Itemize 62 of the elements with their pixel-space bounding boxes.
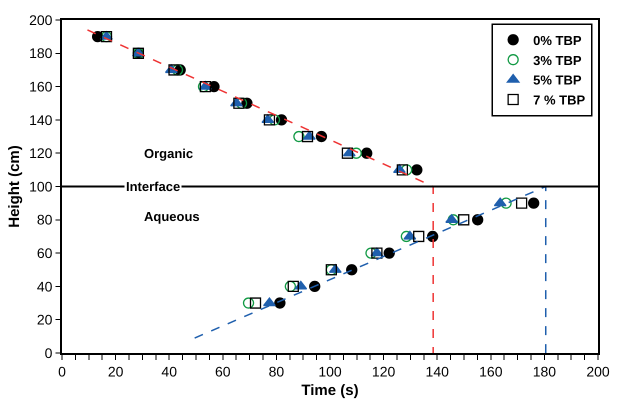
point <box>458 214 470 226</box>
point <box>472 214 484 226</box>
point <box>403 230 416 240</box>
legend-label: 5% TBP <box>533 72 582 88</box>
point <box>261 114 274 124</box>
point <box>250 297 262 309</box>
y-tick-label: 60 <box>36 245 53 261</box>
point <box>293 130 305 142</box>
x-axis-title: Time (s) <box>301 382 359 400</box>
x-tick-label: 140 <box>426 364 450 380</box>
legend-label: 7 % TBP <box>533 92 586 108</box>
point <box>396 164 408 176</box>
y-tick-label: 120 <box>29 145 53 162</box>
y-tick-label: 140 <box>29 112 53 128</box>
point <box>411 164 422 176</box>
point <box>384 247 395 259</box>
point <box>242 297 254 309</box>
x-tick-label: 0 <box>58 364 66 380</box>
legend-label: 3% TBP <box>533 52 582 68</box>
point <box>448 214 459 226</box>
point <box>264 114 276 126</box>
x-tick-label: 100 <box>318 364 342 380</box>
y-tick-label: 40 <box>36 278 53 294</box>
annotation: Aqueous <box>144 209 200 224</box>
x-tick-label: 80 <box>268 364 284 380</box>
y-axis-title: Height (cm) <box>6 145 23 228</box>
point <box>500 198 512 209</box>
point <box>516 198 528 209</box>
y-tick-label: 20 <box>36 312 53 328</box>
x-tick-label: 120 <box>372 364 396 380</box>
point <box>371 247 383 259</box>
x-tick-label: 180 <box>532 364 556 380</box>
legend-label: 0% TBP <box>533 32 582 48</box>
point <box>346 264 358 276</box>
x-tick-label: 160 <box>479 364 503 380</box>
point <box>528 198 540 209</box>
x-tick-label: 20 <box>108 364 124 380</box>
point <box>361 148 372 159</box>
x-tick-label: 40 <box>161 364 178 380</box>
point <box>263 297 276 306</box>
y-tick-label: 80 <box>36 212 53 228</box>
y-tick-label: 100 <box>29 178 53 194</box>
point <box>172 64 184 76</box>
annotation: Organic <box>144 146 194 161</box>
y-tick-label: 180 <box>29 45 53 62</box>
x-tick-label: 200 <box>586 364 610 380</box>
point <box>288 280 299 292</box>
point <box>233 98 245 109</box>
point <box>168 64 180 76</box>
point <box>413 230 424 242</box>
point <box>302 130 314 142</box>
point <box>268 114 280 126</box>
point <box>401 164 412 176</box>
point <box>365 247 377 259</box>
y-tick-label: 0 <box>44 344 53 361</box>
ref-line-label: Interface <box>126 179 180 194</box>
x-tick-label: 60 <box>215 364 231 380</box>
point <box>350 148 362 159</box>
point <box>342 148 354 159</box>
y-tick-label: 160 <box>29 78 53 94</box>
y-tick-label: 200 <box>29 12 53 28</box>
point <box>400 230 412 242</box>
